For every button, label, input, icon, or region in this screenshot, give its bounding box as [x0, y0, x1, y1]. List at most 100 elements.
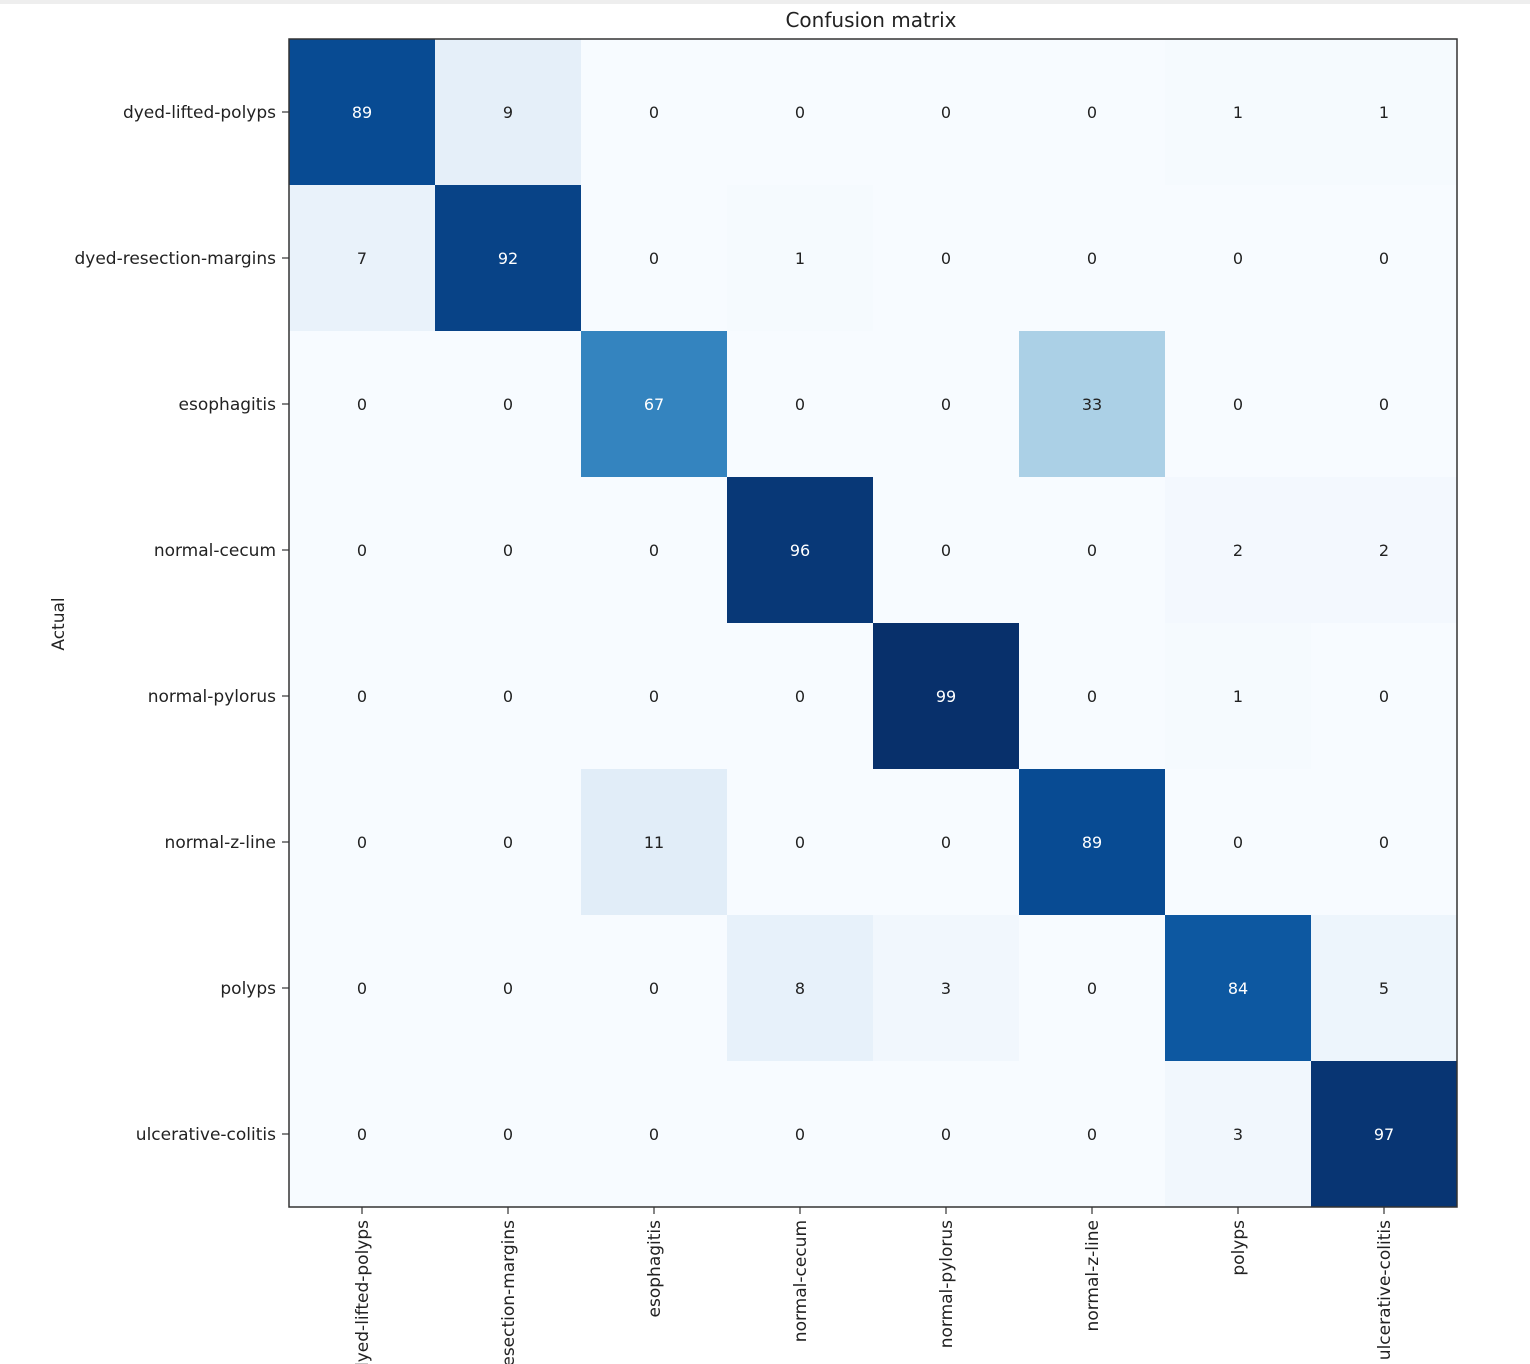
heatmap-cell [289, 185, 435, 331]
cell-value-label: 92 [498, 249, 518, 268]
cell-value-label: 0 [649, 1125, 659, 1144]
y-tick-label: polyps [220, 979, 276, 999]
heatmap-cell [1019, 331, 1165, 477]
heatmap-cell [1311, 915, 1457, 1061]
heatmap-cell [1019, 769, 1165, 915]
cell-value-label: 0 [941, 541, 951, 560]
x-axis-ticks: dyed-lifted-polyps esection-margins esopha… [353, 1207, 1395, 1364]
cell-value-label: 0 [941, 103, 951, 122]
cell-value-label: 0 [1379, 395, 1389, 414]
cell-value-label: 1 [1233, 687, 1243, 706]
heatmap-cell [1311, 623, 1457, 769]
heatmap-cell [1019, 915, 1165, 1061]
heatmap-cell [435, 1061, 581, 1207]
cell-value-label: 1 [1379, 103, 1389, 122]
heatmap-cell [1165, 623, 1311, 769]
heatmap-cell [873, 769, 1019, 915]
cell-value-label: 1 [1233, 103, 1243, 122]
cell-value-label: 0 [649, 249, 659, 268]
y-axis-label: Actual [49, 597, 69, 650]
heatmap-cell [435, 769, 581, 915]
y-tick-label: normal-cecum [154, 541, 276, 561]
heatmap-cell [727, 769, 873, 915]
heatmap-cell [1019, 477, 1165, 623]
heatmap-cell [581, 477, 727, 623]
cell-value-label: 5 [1379, 979, 1389, 998]
cell-value-label: 0 [1087, 979, 1097, 998]
heatmap-cell [1311, 39, 1457, 185]
heatmap-cell [1165, 477, 1311, 623]
cell-value-label: 0 [795, 1125, 805, 1144]
plot-frame [288, 38, 1458, 1208]
chart-title: Confusion matrix [785, 8, 956, 32]
cell-value-label: 0 [941, 833, 951, 852]
heatmap-cell [435, 477, 581, 623]
heatmap-cell [727, 331, 873, 477]
cell-value-label: 3 [941, 979, 951, 998]
heatmap-cell [1019, 1061, 1165, 1207]
cell-value-label: 0 [357, 687, 367, 706]
heatmap-cell [873, 39, 1019, 185]
y-tick-label: ulcerative-colitis [136, 1125, 276, 1145]
cell-value-label: 0 [357, 979, 367, 998]
cell-value-label: 0 [795, 395, 805, 414]
y-tick-label: esophagitis [179, 395, 277, 415]
x-tick-label: normal-cecum [791, 1220, 811, 1342]
heatmap-cell [581, 1061, 727, 1207]
cell-value-label: 0 [1087, 1125, 1097, 1144]
x-tick-label: polyps [1229, 1220, 1249, 1276]
cell-value-label: 0 [649, 687, 659, 706]
heatmap-cell [1311, 477, 1457, 623]
heatmap-cell [1165, 769, 1311, 915]
top-border [0, 0, 1530, 4]
x-tick-label: normal-z-line [1083, 1220, 1103, 1331]
x-tick-label: esophagitis [645, 1220, 665, 1318]
cell-value-label: 0 [795, 833, 805, 852]
heatmap-cells [289, 39, 1457, 1207]
heatmap-cell [289, 769, 435, 915]
cell-value-label: 11 [644, 833, 664, 852]
heatmap-cell [873, 915, 1019, 1061]
heatmap-cell [289, 623, 435, 769]
heatmap-cell [581, 623, 727, 769]
cell-value-label: 0 [1087, 103, 1097, 122]
heatmap-cell [727, 185, 873, 331]
cell-value-label: 0 [649, 979, 659, 998]
cell-value-label: 0 [357, 1125, 367, 1144]
cell-value-label: 0 [1233, 833, 1243, 852]
cell-value-label: 99 [936, 687, 956, 706]
heatmap-cell [289, 39, 435, 185]
heatmap-cell [289, 915, 435, 1061]
x-tick-label: normal-pylorus [937, 1220, 957, 1348]
heatmap-cell [581, 185, 727, 331]
cell-value-label: 0 [941, 395, 951, 414]
heatmap-cell [1019, 39, 1165, 185]
cell-value-label: 3 [1233, 1125, 1243, 1144]
x-tick-label: ulcerative-colitis [1375, 1220, 1395, 1360]
heatmap-cell [435, 185, 581, 331]
cell-value-label: 97 [1374, 1125, 1394, 1144]
y-tick-label: dyed-lifted-polyps [123, 103, 276, 123]
heatmap-cell [435, 331, 581, 477]
heatmap-cell [873, 331, 1019, 477]
x-tick-label: dyed-lifted-polyps [353, 1220, 373, 1364]
cell-value-label: 0 [649, 103, 659, 122]
cell-value-label: 2 [1379, 541, 1389, 560]
cell-value-label: 33 [1082, 395, 1102, 414]
cell-value-label: 89 [1082, 833, 1102, 852]
cell-value-label: 0 [357, 541, 367, 560]
cell-value-label: 0 [795, 103, 805, 122]
cell-value-label: 7 [357, 249, 367, 268]
cell-value-label: 67 [644, 395, 664, 414]
heatmap-cell [727, 623, 873, 769]
y-tick-label: normal-z-line [165, 833, 276, 853]
heatmap-cell [1019, 185, 1165, 331]
heatmap-cell [581, 769, 727, 915]
cell-value-label: 0 [1087, 249, 1097, 268]
y-axis-ticks: dyed-lifted-polyps dyed-resection-margins… [75, 103, 289, 1145]
cell-value-label: 0 [503, 979, 513, 998]
heatmap-cell [1311, 185, 1457, 331]
cell-value-label: 0 [503, 833, 513, 852]
cell-value-label: 96 [790, 541, 810, 560]
heatmap-cell [727, 1061, 873, 1207]
